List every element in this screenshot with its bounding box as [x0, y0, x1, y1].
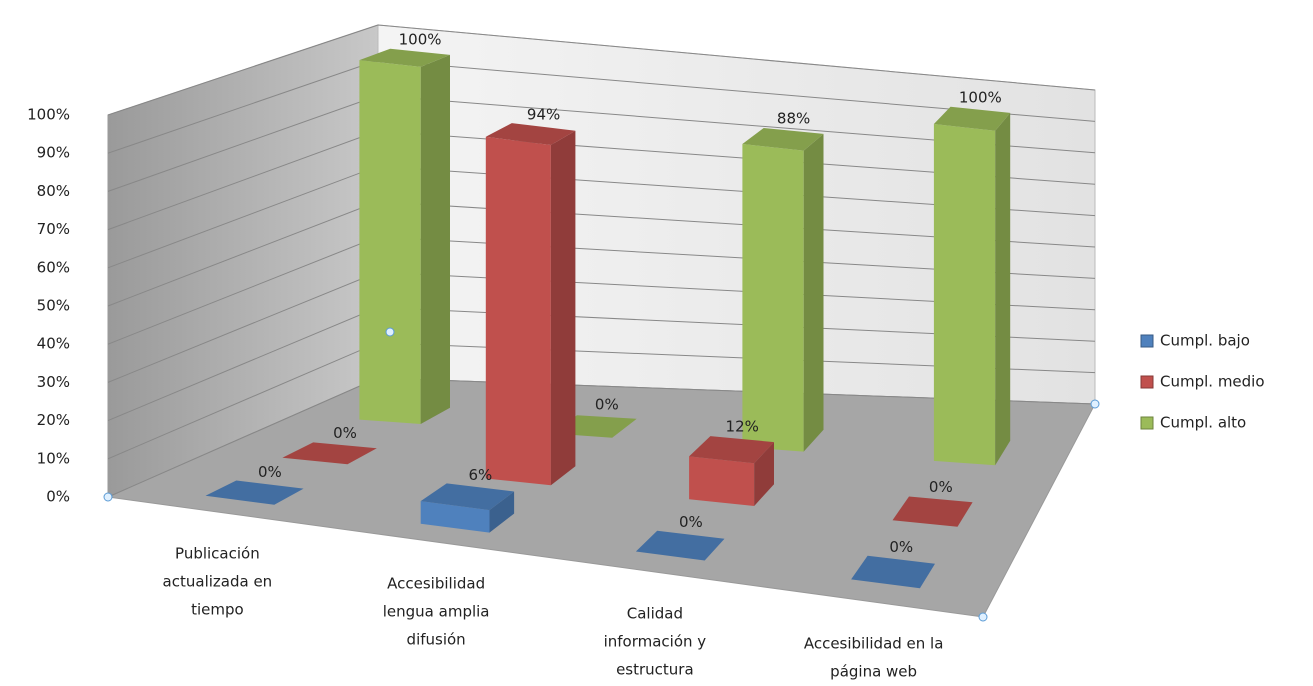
y-tick-label: 50%: [37, 297, 70, 315]
bar: [485, 123, 576, 486]
bar-top: [742, 128, 824, 151]
x-tick-label: Calidad: [627, 605, 683, 623]
x-tick-label: Accesibilidad en la: [804, 635, 944, 653]
bar: [892, 496, 973, 527]
data-label: 0%: [929, 478, 953, 496]
data-label: 0%: [258, 463, 282, 481]
bar: [205, 480, 304, 505]
y-tick-label: 40%: [37, 335, 70, 353]
bar: [742, 128, 824, 452]
bar: [933, 106, 1011, 466]
corner-handle: [385, 327, 395, 337]
data-label: 88%: [777, 109, 810, 127]
data-label: 100%: [959, 88, 1002, 106]
bar-side: [754, 442, 774, 506]
bar-top: [851, 555, 935, 589]
bar-top: [933, 106, 1011, 131]
corner-handle: [103, 492, 113, 502]
legend-swatch: [1140, 375, 1154, 389]
y-tick-label: 20%: [37, 411, 70, 429]
bar-front: [359, 60, 421, 424]
grid-line: [107, 24, 1096, 116]
x-tick-label: Publicación: [175, 545, 260, 563]
x-tick-label: tiempo: [191, 601, 244, 619]
bar-top: [205, 480, 304, 505]
legend-label: Cumpl. bajo: [1160, 332, 1250, 350]
bar: [635, 530, 725, 561]
y-tick-label: 30%: [37, 373, 70, 391]
bar-front: [933, 124, 996, 466]
legend-swatch: [1140, 416, 1154, 430]
bar: [851, 555, 935, 589]
bar-front: [742, 144, 804, 452]
bar-side: [420, 54, 450, 425]
x-tick-label: actualizada en: [163, 573, 273, 591]
bar-top: [282, 442, 377, 465]
y-tick-label: 70%: [37, 220, 70, 238]
corner-handle: [1090, 399, 1100, 409]
x-tick-label: difusión: [407, 631, 466, 649]
legend-swatch: [1140, 334, 1154, 348]
x-tick-label: Accesibilidad: [387, 575, 485, 593]
corner-handle: [978, 612, 988, 622]
bar-side: [803, 133, 824, 452]
bar-front: [420, 501, 490, 533]
y-tick-label: 80%: [37, 182, 70, 200]
data-label: 0%: [595, 396, 619, 414]
bar-top: [689, 436, 774, 464]
y-tick-label: 60%: [37, 258, 70, 276]
bar-top: [892, 496, 973, 527]
bar-top: [485, 123, 576, 145]
bar-front: [689, 456, 755, 506]
data-label: 100%: [399, 30, 442, 48]
data-label: 0%: [679, 513, 703, 531]
bar-side: [550, 130, 576, 486]
bar-front: [485, 136, 551, 486]
bar-top: [420, 483, 515, 511]
bar-top: [635, 530, 725, 561]
x-tick-label: estructura: [616, 661, 694, 679]
data-label: 0%: [333, 424, 357, 442]
y-tick-label: 100%: [27, 106, 70, 124]
x-tick-label: página web: [830, 663, 917, 681]
bar-side: [995, 112, 1011, 466]
legend-label: Cumpl. alto: [1160, 414, 1246, 432]
y-tick-label: 90%: [37, 144, 70, 162]
y-tick-label: 10%: [37, 449, 70, 467]
bar-side: [489, 491, 515, 533]
x-tick-label: lengua amplia: [383, 603, 490, 621]
y-tick-label: 0%: [46, 488, 70, 506]
data-label: 94%: [527, 105, 560, 123]
bar-top: [359, 48, 450, 67]
legend-label: Cumpl. medio: [1160, 373, 1265, 391]
bar: [359, 48, 450, 425]
data-label: 12%: [726, 418, 759, 436]
data-label: 0%: [889, 538, 913, 556]
x-tick-label: información y: [604, 633, 707, 651]
data-label: 6%: [468, 466, 492, 484]
bar: [420, 483, 515, 533]
bar: [282, 442, 377, 465]
bar: [689, 436, 774, 506]
